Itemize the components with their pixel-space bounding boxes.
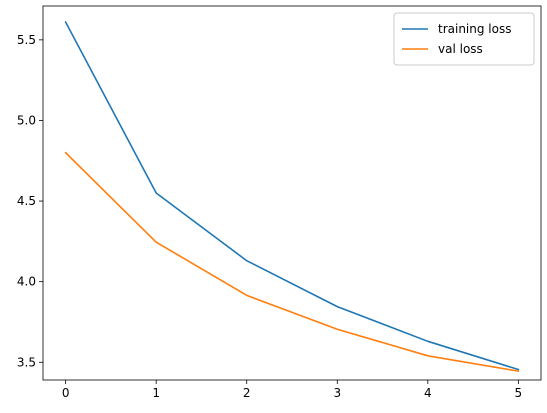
axes-frame	[42, 5, 542, 381]
series-line-training-loss	[64, 21, 520, 371]
x-tick-label: 1	[152, 386, 160, 400]
y-axis-ticks: 3.5 4.0 4.5 5.0 5.5	[17, 33, 43, 369]
x-tick-label: 0	[62, 386, 70, 400]
y-tick-label: 5.5	[17, 33, 36, 47]
y-tick-label: 4.5	[17, 194, 36, 208]
y-tick-label: 3.5	[17, 355, 36, 369]
legend-box	[393, 12, 535, 66]
x-tick-label: 5	[515, 386, 523, 400]
legend-label: training loss	[438, 22, 511, 36]
x-tick-label: 4	[424, 386, 432, 400]
y-tick-label: 5.0	[17, 113, 36, 127]
plot-area	[42, 5, 542, 381]
series-line-val-loss	[64, 151, 520, 373]
legend-label: val loss	[438, 42, 483, 56]
y-tick-label: 4.0	[17, 275, 36, 289]
x-tick-label: 3	[333, 386, 341, 400]
x-tick-label: 2	[243, 386, 251, 400]
series-lines	[64, 21, 520, 373]
x-axis-ticks: 0 1 2 3 4 5	[62, 380, 522, 400]
legend: training loss val loss	[393, 12, 535, 66]
